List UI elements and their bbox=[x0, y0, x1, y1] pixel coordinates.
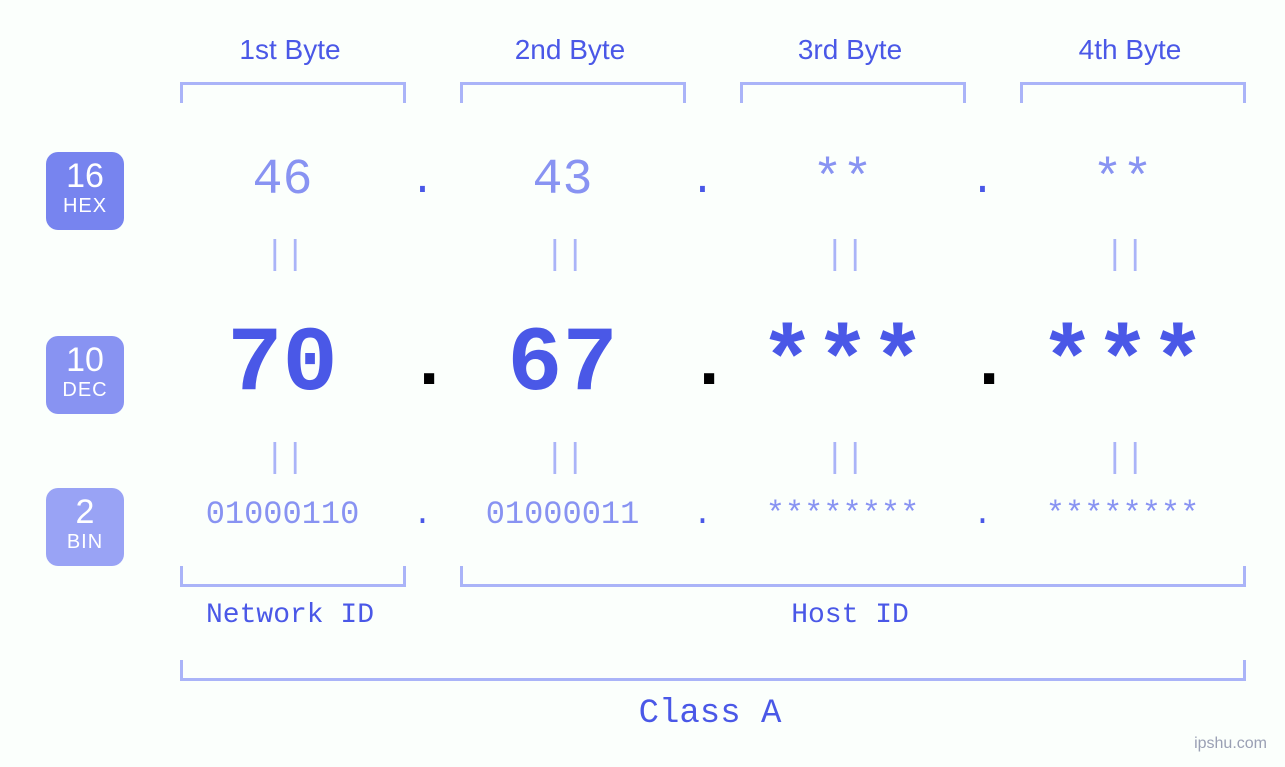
top-bracket-4 bbox=[1020, 82, 1246, 103]
badge-dec-num: 10 bbox=[46, 342, 124, 378]
top-bracket-1 bbox=[180, 82, 406, 103]
badge-hex-txt: HEX bbox=[46, 194, 124, 218]
bracket-network bbox=[180, 566, 406, 587]
equals-row-2: || || || || bbox=[160, 440, 1245, 478]
dot-icon: . bbox=[688, 324, 718, 406]
bin-byte-1: 01000110 bbox=[158, 496, 408, 533]
dot-icon: . bbox=[408, 157, 438, 205]
dot-icon: . bbox=[968, 157, 998, 205]
bin-byte-3: ******** bbox=[718, 496, 968, 533]
byte-label-3: 3rd Byte bbox=[725, 34, 975, 66]
bin-byte-2: 01000011 bbox=[438, 496, 688, 533]
equals-icon: || bbox=[440, 440, 690, 478]
equals-icon: || bbox=[1000, 237, 1250, 275]
badge-bin-num: 2 bbox=[46, 494, 124, 530]
dot-icon: . bbox=[688, 496, 718, 533]
watermark: ipshu.com bbox=[1194, 735, 1267, 753]
byte-label-2: 2nd Byte bbox=[445, 34, 695, 66]
label-network: Network ID bbox=[180, 600, 400, 631]
equals-icon: || bbox=[720, 440, 970, 478]
bracket-host bbox=[460, 566, 1246, 587]
badge-hex: 16 HEX bbox=[46, 152, 124, 230]
byte-label-4: 4th Byte bbox=[1005, 34, 1255, 66]
label-host: Host ID bbox=[460, 600, 1240, 631]
dot-icon: . bbox=[968, 324, 998, 406]
dot-icon: . bbox=[968, 496, 998, 533]
equals-icon: || bbox=[720, 237, 970, 275]
label-class: Class A bbox=[180, 695, 1240, 733]
badge-dec-txt: DEC bbox=[46, 378, 124, 402]
dec-byte-2: 67 bbox=[438, 312, 688, 417]
badge-hex-num: 16 bbox=[46, 158, 124, 194]
hex-byte-1: 46 bbox=[158, 152, 408, 209]
equals-icon: || bbox=[1000, 440, 1250, 478]
top-bracket-2 bbox=[460, 82, 686, 103]
badge-dec: 10 DEC bbox=[46, 336, 124, 414]
hex-row: 46 . 43 . ** . ** bbox=[160, 152, 1245, 209]
dec-byte-1: 70 bbox=[158, 312, 408, 417]
bin-row: 01000110 . 01000011 . ******** . *******… bbox=[160, 496, 1245, 533]
equals-icon: || bbox=[160, 237, 410, 275]
dec-row: 70 . 67 . *** . *** bbox=[160, 312, 1245, 417]
dot-icon: . bbox=[408, 496, 438, 533]
bin-byte-4: ******** bbox=[998, 496, 1248, 533]
ip-bytes-diagram: 1st Byte 2nd Byte 3rd Byte 4th Byte 16 H… bbox=[0, 0, 1285, 767]
bracket-class bbox=[180, 660, 1246, 681]
dec-byte-3: *** bbox=[718, 312, 968, 417]
hex-byte-4: ** bbox=[998, 152, 1248, 209]
hex-byte-2: 43 bbox=[438, 152, 688, 209]
dec-byte-4: *** bbox=[998, 312, 1248, 417]
equals-icon: || bbox=[440, 237, 690, 275]
hex-byte-3: ** bbox=[718, 152, 968, 209]
dot-icon: . bbox=[688, 157, 718, 205]
equals-row-1: || || || || bbox=[160, 237, 1245, 275]
dot-icon: . bbox=[408, 324, 438, 406]
badge-bin: 2 BIN bbox=[46, 488, 124, 566]
top-bracket-3 bbox=[740, 82, 966, 103]
byte-label-1: 1st Byte bbox=[165, 34, 415, 66]
badge-bin-txt: BIN bbox=[46, 530, 124, 554]
equals-icon: || bbox=[160, 440, 410, 478]
